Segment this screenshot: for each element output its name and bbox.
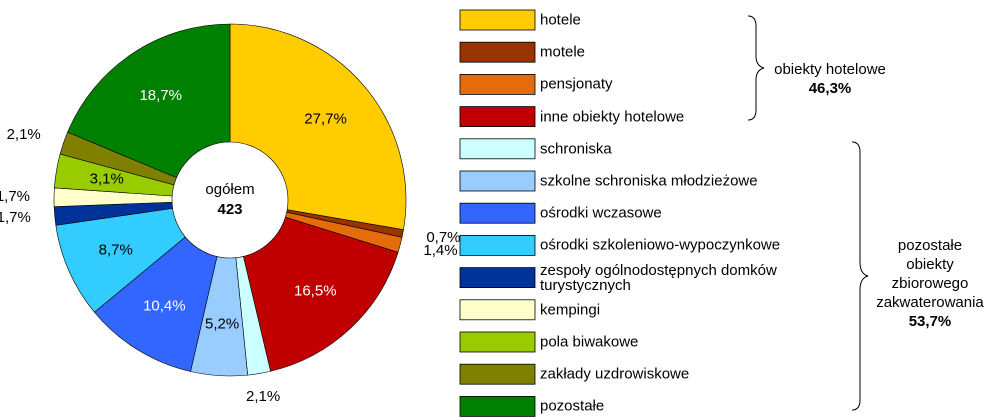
legend-label: kempingi (540, 301, 601, 319)
group-total: 53,7% (909, 313, 952, 330)
legend-label: ośrodki szkoleniowo-wypoczynkowe (540, 236, 781, 254)
data-label: 0,7% (426, 229, 460, 246)
group-total: 46,3% (809, 80, 852, 97)
legend-swatch (459, 267, 536, 289)
data-label: 1,4% (423, 242, 457, 259)
legend-swatch (459, 106, 536, 127)
slice (67, 23, 231, 201)
center-label: ogółem (205, 181, 254, 198)
legend-label: ośrodki wczasowe (540, 204, 662, 222)
legend-swatch (459, 138, 536, 160)
data-label: 18,7% (139, 87, 182, 104)
brace (851, 141, 869, 411)
group-label: zbiorowego (892, 275, 969, 292)
donut-hole (171, 141, 289, 259)
group-label: obiekty hotelowe (774, 61, 886, 78)
data-label: 27,7% (304, 110, 347, 127)
legend-swatch (459, 363, 536, 385)
brace (747, 15, 765, 121)
legend-label: pozostałe (540, 397, 605, 415)
slice (229, 199, 399, 372)
center-total: 423 (217, 201, 242, 218)
group-label: obiekty (906, 256, 954, 273)
legend-swatch (459, 41, 536, 63)
data-label: 1,7% (0, 209, 31, 226)
legend-label: inne obiekty hotelowe (540, 108, 685, 126)
data-label: 16,5% (294, 282, 337, 299)
data-label: 5,2% (205, 316, 239, 333)
legend-swatch (459, 395, 536, 417)
legend-swatch (459, 202, 536, 224)
legend-swatch (459, 299, 536, 321)
legend-swatch (459, 9, 536, 31)
legend-label: schroniska (540, 140, 612, 158)
legend-label: hotele (540, 11, 581, 29)
data-label: 10,4% (143, 297, 186, 314)
legend-label: szkolne schroniska młodzieżowe (540, 172, 758, 190)
group-label: pozostałe (898, 237, 962, 254)
legend-label: motele (540, 43, 586, 61)
legend-swatch (459, 74, 536, 95)
data-label: 2,1% (246, 388, 280, 405)
legend-swatch (459, 234, 536, 256)
data-label: 3,1% (90, 170, 124, 187)
data-label: 8,7% (99, 242, 133, 259)
legend-label: pola biwakowe (540, 333, 639, 351)
legend-label: zespoły ogólnodostępnych domków turystyc… (540, 261, 777, 294)
legend-swatch (459, 331, 536, 353)
legend-label: zakłady uzdrowiskowe (540, 365, 690, 383)
legend-swatch (459, 170, 536, 192)
data-label: 2,1% (7, 126, 41, 143)
legend-label: pensjonaty (540, 75, 613, 93)
group-label: zakwaterowania (876, 294, 984, 311)
data-label: 1,7% (0, 188, 30, 205)
